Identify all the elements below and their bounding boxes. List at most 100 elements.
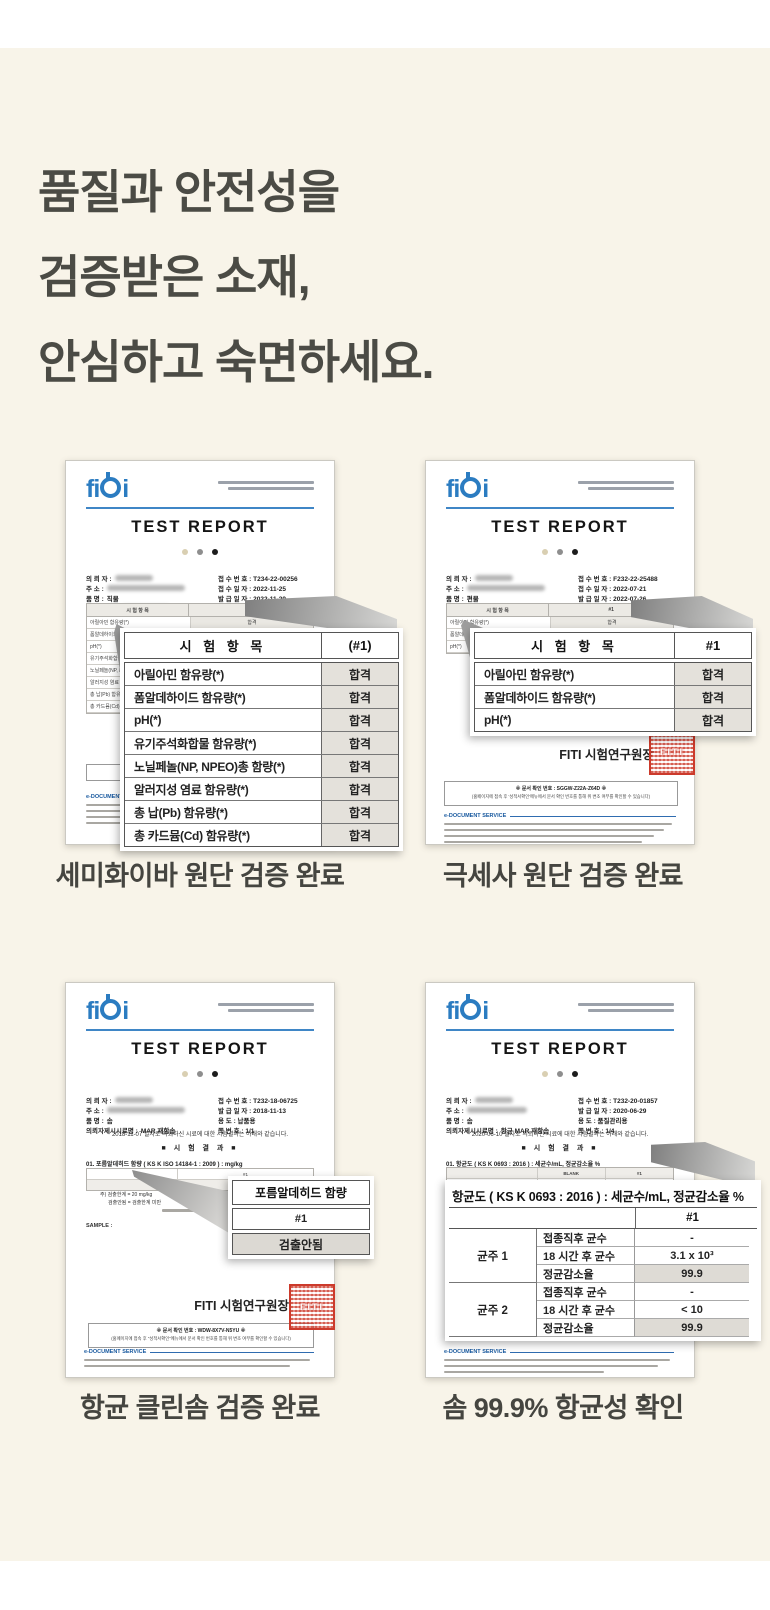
- column-header-item: 시 험 항 목: [531, 639, 618, 654]
- section-title: 01. 항균도 ( KS K 0693 : 2016 ) : 세균수/mL, 정…: [446, 1162, 601, 1168]
- usage: 용 도 : 품질관리용: [578, 1118, 628, 1125]
- fine-print-line: [444, 1370, 604, 1373]
- statement: 2020-06-10 일자로 의뢰하신 시료에 대한 시험결과는 아래와 같습니…: [471, 1132, 649, 1138]
- info-label: 의뢰자제시시료명 :: [446, 1128, 498, 1135]
- page-no: 쪽 번 호 : 1/1: [218, 1128, 255, 1135]
- pass-cell: 합격: [674, 686, 751, 708]
- table-row: 아릴아민 함유량(*) 합격: [125, 663, 398, 685]
- info-label: 품 명 :: [86, 1118, 104, 1125]
- receipt-info: 접 수 번 호 : T232-18-06725 발 급 일 자 : 2018-1…: [218, 1095, 330, 1135]
- pass-cell: 합격: [674, 663, 751, 685]
- card-caption: 극세사 원단 검증 완료: [442, 861, 684, 891]
- lab-address-lines: [578, 481, 674, 490]
- report-card-antibacterial: fi i TEST REPORT 의 뢰 자 : 주 소 : 품 명 :솜 의뢰자…: [403, 980, 770, 1440]
- hero-heading: 품질과 안전성을 검증받은 소재, 안심하고 숙면하세요.: [38, 150, 434, 405]
- receipt-no: 접 수 번 호 : T234-22-00256: [218, 576, 298, 583]
- receipt-no: 접 수 번 호 : T232-20-01857: [578, 1098, 658, 1105]
- table-row: 총 카드뮴(Cd) 함유량(*) 합격: [125, 823, 398, 846]
- table-row: 총 납(Pb) 함유량(*) 합격: [125, 800, 398, 823]
- callout-body: 균주 1 접종직후 균수 - 18 시간 후 균수 3.1 x 10³ 정균감소율 9…: [449, 1229, 757, 1337]
- fine-print-line: [444, 840, 642, 843]
- report-title: TEST REPORT: [131, 1040, 269, 1058]
- redacted-text: [474, 1097, 513, 1103]
- column-header-item: 시 험 항 목: [179, 639, 267, 654]
- table-row: 유기주석화합물 함유량(*) 합격: [125, 731, 398, 754]
- receipt-no: 접 수 번 호 : T232-18-06725: [218, 1098, 298, 1105]
- client-info: 의 뢰 자 : 주 소 : 품 명 :솜 의뢰자제시시료명 : 항균 MAR 재항…: [446, 1095, 578, 1135]
- pass-cell: 합격: [321, 686, 398, 708]
- heading-line-2: 검증받은 소재,: [38, 251, 310, 303]
- strain-group: 균주 2: [449, 1283, 537, 1337]
- pass-cell: 합격: [321, 778, 398, 800]
- edoc-title: e-DOCUMENT SERVICE: [444, 813, 507, 819]
- report-dots: [426, 549, 694, 555]
- fine-print-line: [444, 828, 664, 831]
- heading-line-1: 품질과 안전성을: [38, 166, 340, 218]
- edoc-title: e-DOCUMENT SERVICE: [86, 794, 149, 800]
- report-title: TEST REPORT: [131, 518, 269, 536]
- issue-date: 발 급 일 자 : 2018-11-13: [218, 1108, 287, 1115]
- report-card-microfiber: fii TEST REPORT 의 뢰 자 : 주 소 : 품 명 :편물 제 …: [403, 458, 770, 908]
- table-notes: 주) 검출한계 = 20 mg/kg 검출안됨 = 검출한계 미만: [100, 1192, 162, 1206]
- fine-print-line: [84, 1364, 290, 1367]
- fine-print-line: [444, 822, 672, 825]
- report-dots: [66, 1071, 334, 1077]
- card-caption: 항균 클린솜 검증 완료: [79, 1393, 321, 1423]
- pass-cell: 합격: [321, 801, 398, 823]
- redacted-text: [106, 1107, 185, 1113]
- usage: 용 도 : 납품용: [218, 1118, 256, 1125]
- heading-line-3: 안심하고 숙면하세요.: [38, 336, 434, 388]
- report-title: TEST REPORT: [491, 1040, 629, 1058]
- fiti-logo: fi i: [446, 994, 489, 1025]
- pass-cell: 합격: [321, 732, 398, 754]
- callout-title: 항균도 ( KS K 0693 : 2016 ) : 세균수/mL, 정균감소율…: [449, 1184, 757, 1208]
- fiti-logo: fi i: [86, 994, 129, 1025]
- report-title: TEST REPORT: [491, 518, 629, 536]
- table-row: pH(*) 합격: [125, 708, 398, 731]
- zoom-callout-table: 항균도 ( KS K 0693 : 2016 ) : 세균수/mL, 정균감소율…: [445, 1180, 761, 1341]
- info-label: 품 명 :: [446, 1118, 464, 1125]
- fiti-logo: fi i: [446, 472, 489, 503]
- pass-cell: 합격: [321, 755, 398, 777]
- client-info: 의 뢰 자 : 주 소 : 품 명 :솜 의뢰자제시시료명 : MAR 재항솜: [86, 1095, 218, 1135]
- header-divider: [446, 507, 674, 509]
- strain-group: 균주 1: [449, 1229, 537, 1283]
- header-divider: [446, 1029, 674, 1031]
- card-caption: 세미화이바 원단 검증 완료: [55, 861, 345, 891]
- table-row: pH(*) 합격: [475, 708, 751, 731]
- callout-result: 검출안됨: [232, 1233, 370, 1255]
- info-label: 품 명 :: [86, 596, 104, 603]
- issue-date: 발 급 일 자 : 2022-07-26: [578, 596, 647, 603]
- info-value: 항균 MAR 재항솜: [500, 1128, 550, 1135]
- report-card-cleancotton: fi i TEST REPORT 의 뢰 자 : 주 소 : 품 명 :솜 의뢰자…: [40, 980, 420, 1440]
- doc-number-box: ※ 문서 확인 번호 : WDW-8X7V-N5YU ※ (홈페이지에 접속 후…: [88, 1323, 314, 1348]
- info-label: 의 뢰 자 :: [446, 576, 472, 583]
- redacted-text: [474, 575, 513, 581]
- edoc-footer: e-DOCUMENT SERVICE: [84, 1349, 314, 1367]
- edoc-footer: e-DOCUMENT SERVICE: [444, 1349, 674, 1373]
- redacted-text: [466, 585, 545, 591]
- fine-print-line: [444, 834, 654, 837]
- info-label: 의 뢰 자 :: [446, 1098, 472, 1105]
- pass-cell: 합격: [321, 663, 398, 685]
- fine-print-line: [444, 1364, 658, 1367]
- info-label: 주 소 :: [86, 586, 104, 593]
- receipt-date: 접 수 일 자 : 2022-07-21: [578, 586, 647, 593]
- doc-number-box: ※ 문서 확인 번호 : SGGW-Z22A-Z64D ※ (홈페이지에 접속 …: [444, 781, 678, 806]
- card-caption: 솜 99.9% 항균성 확인: [442, 1393, 684, 1423]
- info-label: 주 소 :: [446, 1108, 464, 1115]
- pass-cell: 합격: [674, 709, 751, 731]
- redacted-text: [106, 585, 185, 591]
- receipt-info: 접 수 번 호 : T232-20-01857 발 급 일 자 : 2020-0…: [578, 1095, 690, 1135]
- redacted-text: [114, 575, 153, 581]
- info-value: 솜: [106, 1118, 113, 1125]
- table-row: 아릴아민 함유량(*) 합격: [475, 663, 751, 685]
- receipt-date: 접 수 일 자 : 2022-11-25: [218, 586, 287, 593]
- column-header-result: #1: [674, 633, 751, 658]
- reduction-rate-cell: 99.9: [635, 1319, 749, 1337]
- callout-header-row: #1: [449, 1208, 757, 1229]
- column-header-result: (#1): [321, 633, 398, 658]
- edoc-title: e-DOCUMENT SERVICE: [444, 1349, 507, 1355]
- info-label: 주 소 :: [86, 1108, 104, 1115]
- director-signature: FITI 시험연구원장: [559, 748, 654, 762]
